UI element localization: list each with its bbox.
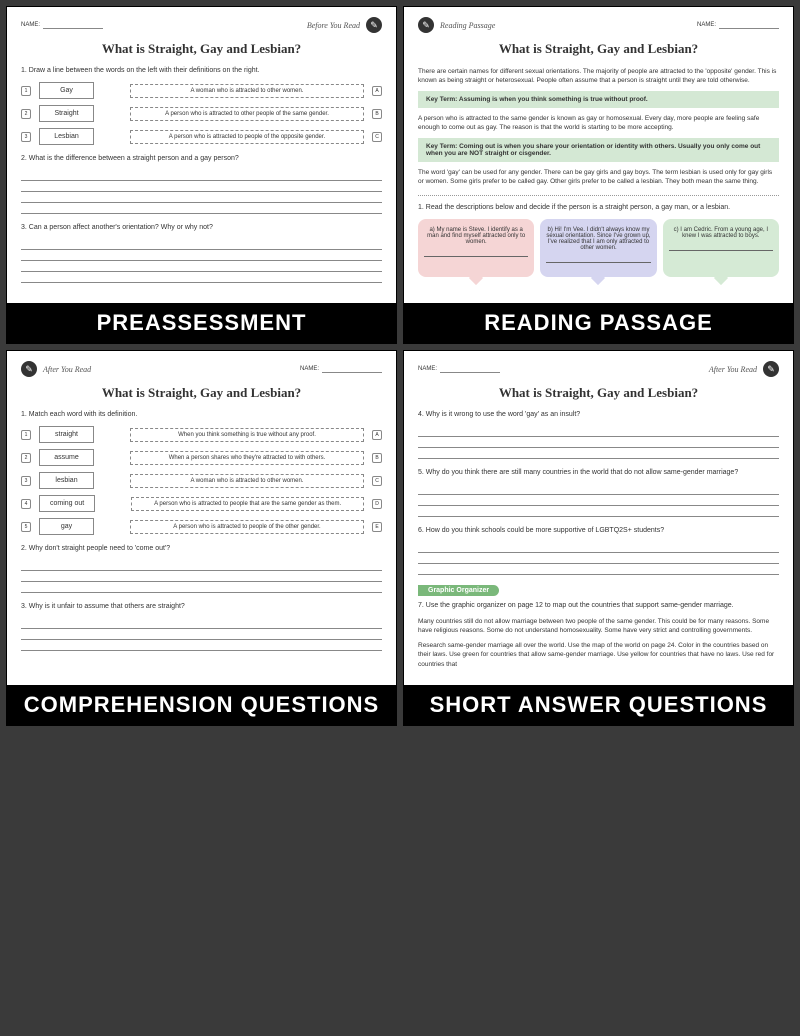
letter-circle: B (372, 109, 382, 119)
key-term-box: Key Term: Assuming is when you think som… (418, 91, 779, 108)
word-box: Gay (39, 82, 94, 99)
word-box: Straight (39, 105, 94, 122)
page-title: What is Straight, Gay and Lesbian? (21, 385, 382, 401)
match-row: 4 coming out A person who is attracted to … (21, 495, 382, 512)
word-box: Lesbian (39, 128, 94, 145)
bubble-a: a) My name is Steve. I identify as a man… (418, 219, 534, 277)
letter-circle: E (372, 522, 382, 532)
word-box: straight (39, 426, 94, 443)
num-circle: 1 (21, 86, 31, 96)
organizer-tab: Graphic Organizer (418, 585, 499, 596)
pencil-icon: ✎ (21, 361, 37, 377)
paragraph: Research same-gender marriage all over t… (418, 641, 779, 668)
pencil-icon: ✎ (366, 17, 382, 33)
def-box: A person who is attracted to people that… (131, 497, 364, 511)
panel-preassessment: NAME: Before You Read ✎ What is Straight… (6, 6, 397, 344)
panel-shortanswer: NAME: After You Read ✎ What is Straight,… (403, 350, 794, 726)
match-row: 3 lesbian A woman who is attracted to othe… (21, 472, 382, 489)
q3-text: 3. Can a person affect another's orienta… (21, 224, 382, 231)
panel-reading: ✎ Reading Passage NAME: What is Straight… (403, 6, 794, 344)
match-row: 3 Lesbian A person who is attracted to peo… (21, 128, 382, 145)
q1-text: 1. Match each word with its definition. (21, 411, 382, 418)
paragraph: Many countries still do not allow marria… (418, 617, 779, 635)
name-label: NAME: (300, 366, 319, 372)
section-title: After You Read (709, 365, 757, 374)
num-circle: 3 (21, 132, 31, 142)
panel-comprehension: ✎ After You Read NAME: What is Straight,… (6, 350, 397, 726)
num-circle: 2 (21, 109, 31, 119)
q6-text: 6. How do you think schools could be mor… (418, 527, 779, 534)
worksheet-grid: NAME: Before You Read ✎ What is Straight… (0, 0, 800, 732)
panel-label: SHORT ANSWER QUESTIONS (404, 685, 793, 725)
def-box: A person who is attracted to people of t… (130, 130, 364, 144)
name-blank (322, 366, 382, 373)
paragraph: A person who is attracted to the same ge… (418, 114, 779, 132)
def-box: A woman who is attracted to other women. (130, 84, 364, 98)
bubble-b: b) Hi! I'm Vee. I didn't always know my … (540, 219, 656, 277)
q4-text: 4. Why is it wrong to use the word 'gay'… (418, 411, 779, 418)
speech-bubbles: a) My name is Steve. I identify as a man… (418, 219, 779, 277)
panel-label: READING PASSAGE (404, 303, 793, 343)
q1-text: 1. Read the descriptions below and decid… (418, 204, 779, 211)
letter-circle: A (372, 430, 382, 440)
letter-circle: D (372, 499, 382, 509)
section-title: Before You Read (307, 21, 360, 30)
q3-text: 3. Why is it unfair to assume that other… (21, 603, 382, 610)
num-circle: 4 (21, 499, 31, 509)
name-label: NAME: (697, 22, 716, 28)
q2-text: 2. What is the difference between a stra… (21, 155, 382, 162)
num-circle: 5 (21, 522, 31, 532)
section-title: Reading Passage (440, 21, 495, 30)
name-blank (43, 22, 103, 29)
word-box: lesbian (39, 472, 94, 489)
pencil-icon: ✎ (763, 361, 779, 377)
num-circle: 3 (21, 476, 31, 486)
page-title: What is Straight, Gay and Lesbian? (21, 41, 382, 57)
paragraph: There are certain names for different se… (418, 67, 779, 85)
q1-text: 1. Draw a line between the words on the … (21, 67, 382, 74)
q5-text: 5. Why do you think there are still many… (418, 469, 779, 476)
match-row: 2 assume When a person shares who they're … (21, 449, 382, 466)
num-circle: 1 (21, 430, 31, 440)
pencil-icon: ✎ (418, 17, 434, 33)
def-box: When a person shares who they're attract… (130, 451, 364, 465)
name-blank (440, 366, 500, 373)
num-circle: 2 (21, 453, 31, 463)
panel-label: PREASSESSMENT (7, 303, 396, 343)
match-row: 2 Straight A person who is attracted to ot… (21, 105, 382, 122)
page-title: What is Straight, Gay and Lesbian? (418, 385, 779, 401)
key-term-box: Key Term: Coming out is when you share y… (418, 138, 779, 162)
page-title: What is Straight, Gay and Lesbian? (418, 41, 779, 57)
word-box: gay (39, 518, 94, 535)
def-box: A person who is attracted to other peopl… (130, 107, 364, 121)
name-label: NAME: (21, 22, 40, 28)
panel-label: COMPREHENSION QUESTIONS (7, 685, 396, 725)
q2-text: 2. Why don't straight people need to 'co… (21, 545, 382, 552)
def-box: A woman who is attracted to other women. (130, 474, 364, 488)
word-box: assume (39, 449, 94, 466)
def-box: When you think something is true without… (130, 428, 364, 442)
letter-circle: B (372, 453, 382, 463)
word-box: coming out (39, 495, 95, 512)
letter-circle: C (372, 476, 382, 486)
name-blank (719, 22, 779, 29)
match-row: 5 gay A person who is attracted to people … (21, 518, 382, 535)
name-label: NAME: (418, 366, 437, 372)
match-row: 1 Gay A woman who is attracted to other wo… (21, 82, 382, 99)
bubble-c: c) I am Cedric. From a young age, I knew… (663, 219, 779, 277)
section-title: After You Read (43, 365, 91, 374)
letter-circle: A (372, 86, 382, 96)
paragraph: The word 'gay' can be used for any gende… (418, 168, 779, 186)
def-box: A person who is attracted to people of t… (130, 520, 364, 534)
match-row: 1 straight When you think something is tru… (21, 426, 382, 443)
letter-circle: C (372, 132, 382, 142)
q7-text: 7. Use the graphic organizer on page 12 … (418, 602, 779, 609)
